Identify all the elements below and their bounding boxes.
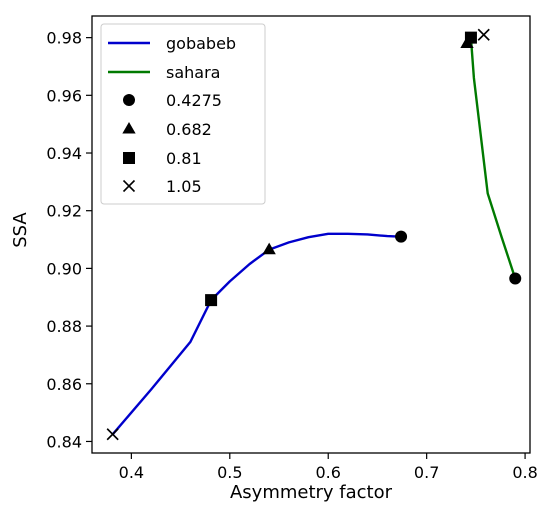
x-tick-label: 0.5 — [217, 463, 242, 482]
series-line-sahara — [466, 36, 517, 279]
legend-label: gobabeb — [166, 34, 236, 53]
x-tick-label: 0.4 — [119, 463, 144, 482]
legend: gobabeb sahara 0.4275 0.682 0.81 1.05 — [100, 23, 266, 205]
y-axis-label: SSA — [10, 212, 31, 248]
marker-circle — [509, 272, 522, 285]
legend-label: sahara — [166, 63, 220, 82]
marker-x — [477, 28, 490, 41]
marker-triangle — [262, 242, 276, 255]
y-tick-label: 0.96 — [46, 86, 82, 105]
y-tick-label: 0.90 — [46, 259, 82, 278]
plot-area — [106, 28, 522, 441]
plot-frame — [91, 15, 531, 454]
x-tick-label: 0.7 — [414, 463, 439, 482]
series-line-gobabeb — [111, 232, 402, 436]
legend-box — [100, 23, 266, 205]
legend-marker-triangle — [122, 122, 136, 134]
legend-label: 0.4275 — [166, 91, 222, 110]
axis-ticks: 0.4 0.5 0.6 0.7 0.8 0.84 0.86 0.88 0.90 0.92 0.94 0… — [46, 29, 537, 482]
marker-square — [205, 294, 218, 307]
x-tick-label: 0.8 — [512, 463, 537, 482]
y-tick-label: 0.86 — [46, 375, 82, 394]
legend-marker-x — [122, 179, 136, 193]
y-tick-label: 0.92 — [46, 202, 82, 221]
y-tick-label: 0.94 — [46, 144, 82, 163]
x-axis-label: Asymmetry factor — [230, 482, 393, 503]
legend-label: 0.682 — [166, 120, 212, 139]
legend-marker-square — [123, 152, 135, 164]
marker-square — [464, 31, 477, 44]
y-tick-label: 0.84 — [46, 432, 82, 451]
legend-label: 0.81 — [166, 149, 202, 168]
marker-circle — [395, 230, 408, 243]
y-tick-label: 0.98 — [46, 29, 82, 48]
x-tick-label: 0.6 — [315, 463, 340, 482]
y-tick-label: 0.88 — [46, 317, 82, 336]
marker-x — [106, 428, 119, 441]
legend-marker-circle — [123, 94, 135, 106]
legend-label: 1.05 — [166, 177, 202, 196]
